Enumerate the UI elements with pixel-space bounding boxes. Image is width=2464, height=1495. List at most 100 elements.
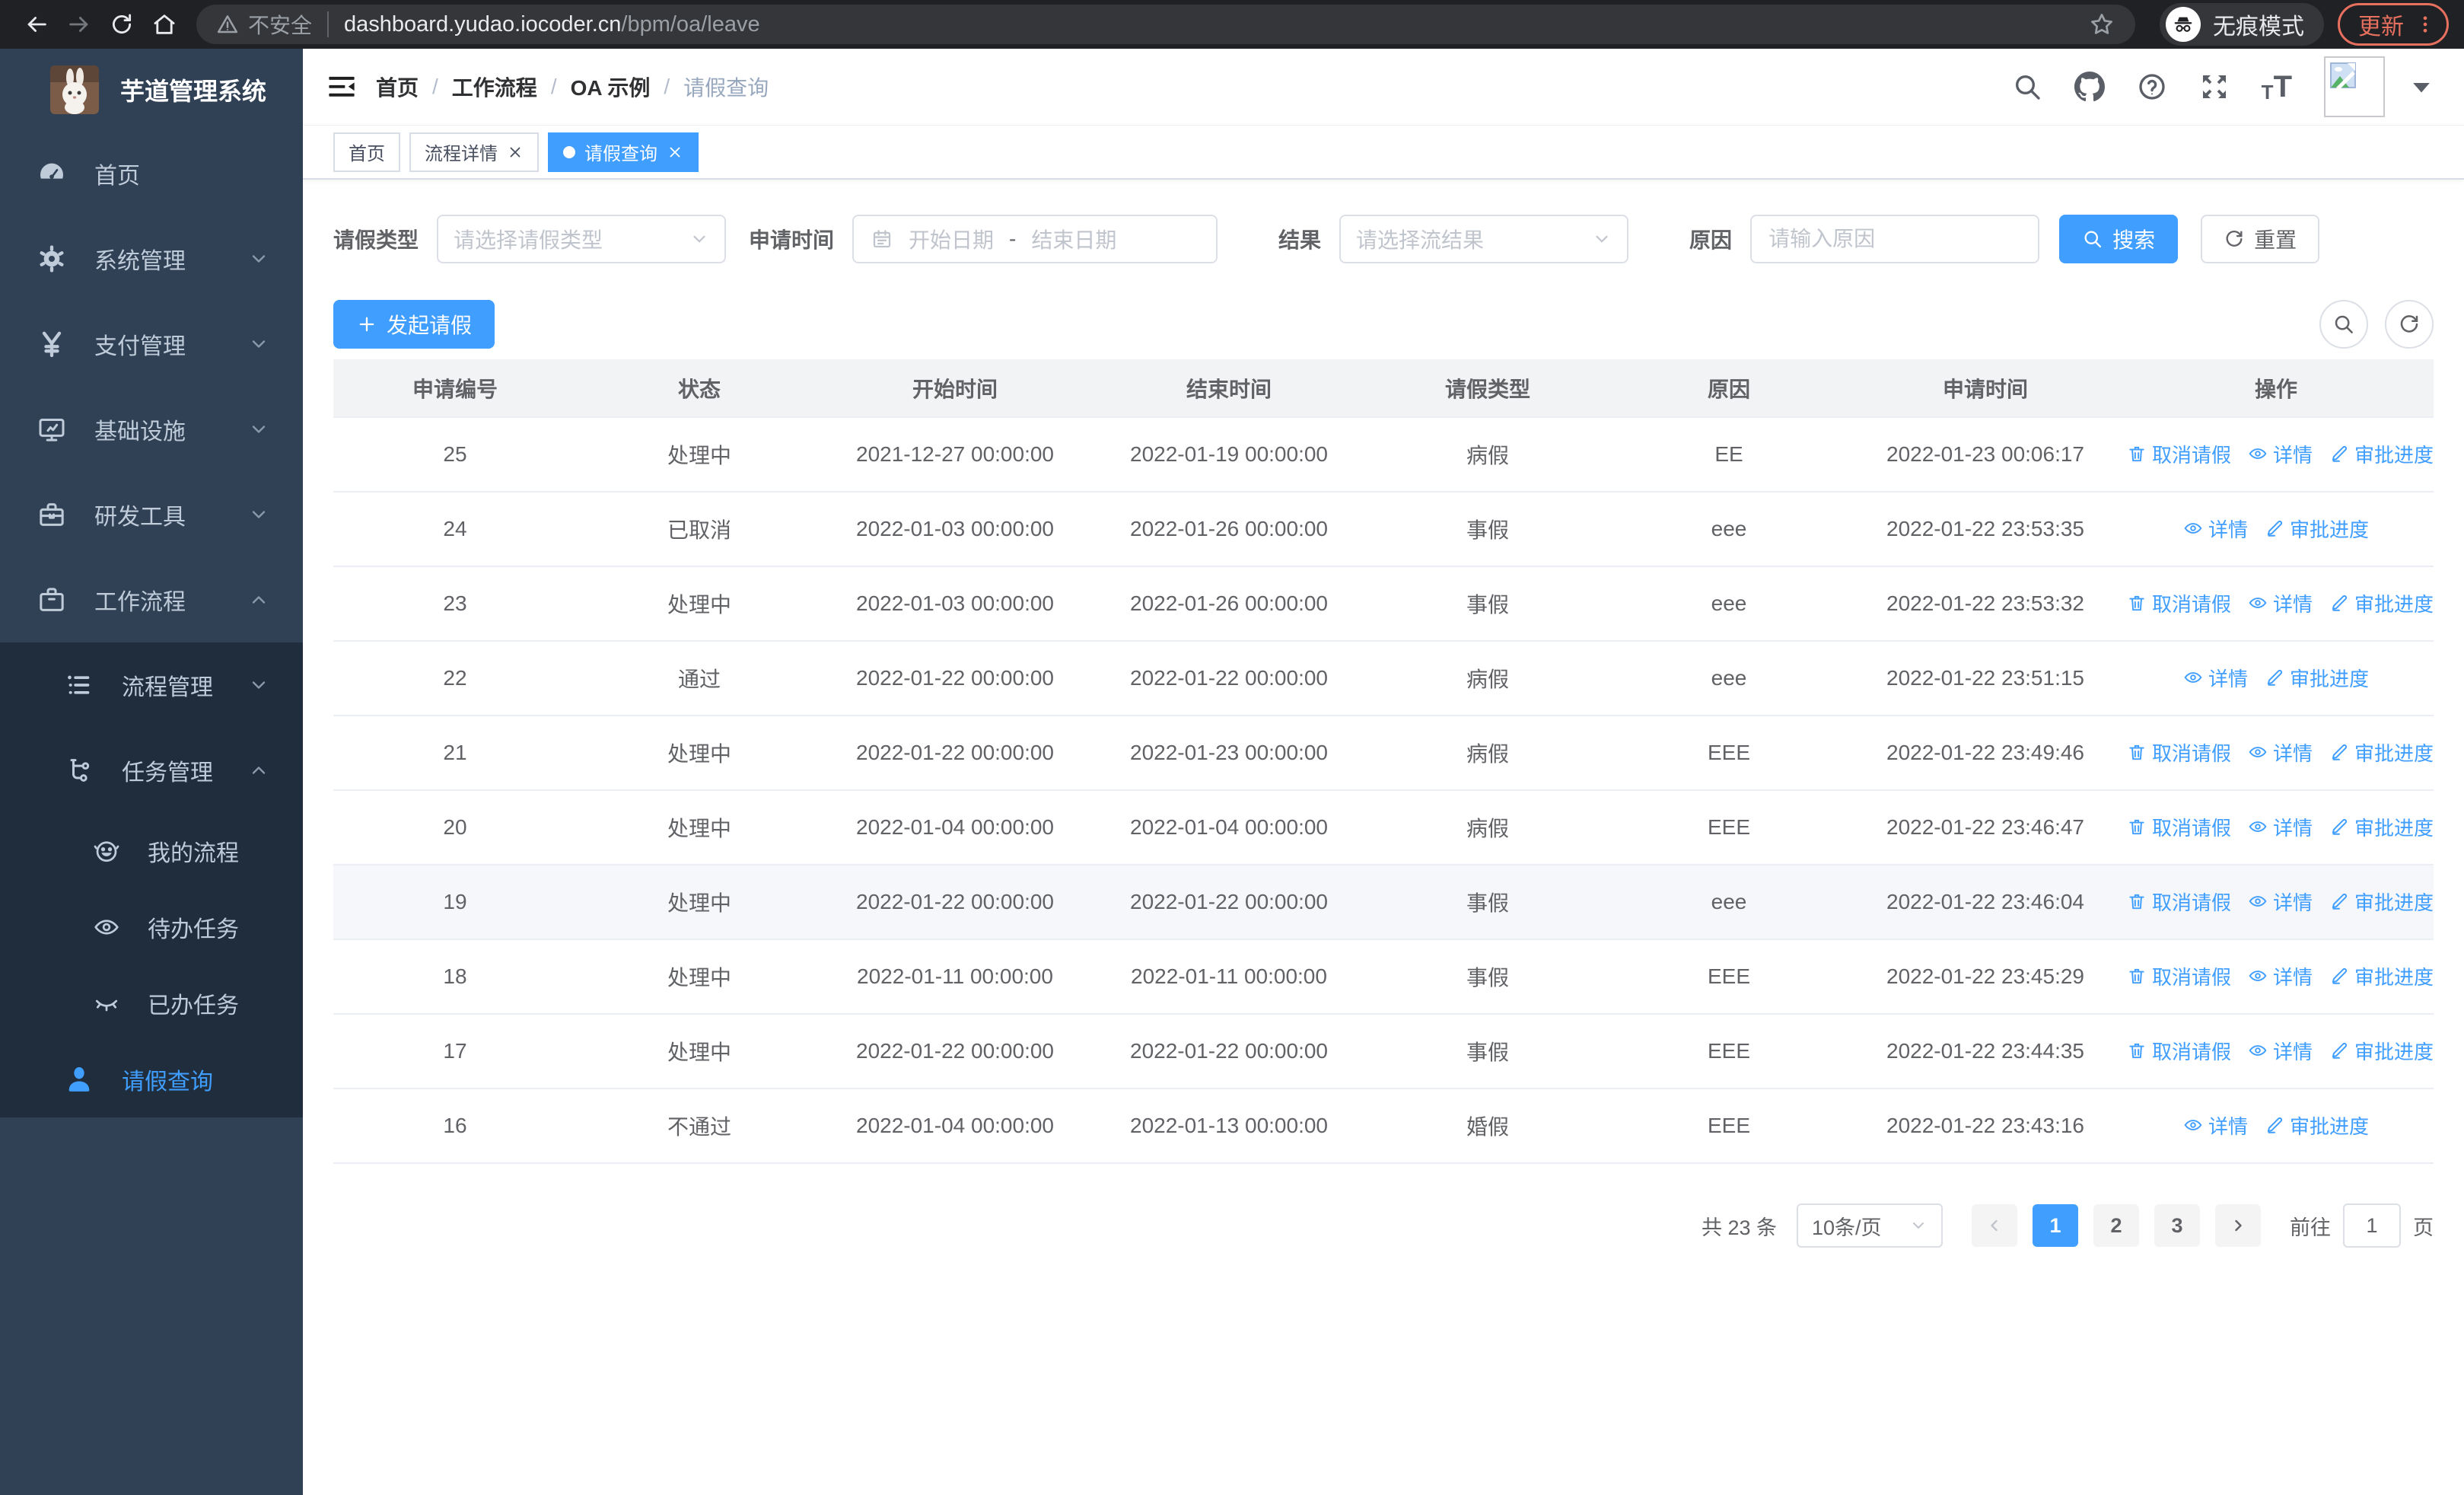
sidebar-collapse-icon[interactable]: [318, 63, 365, 110]
bookmark-star-icon[interactable]: [2088, 11, 2115, 38]
page-1-button[interactable]: 1: [2033, 1204, 2078, 1247]
sidebar-item-infrastructure[interactable]: 基础设施: [0, 387, 303, 472]
action-cancel-link[interactable]: 取消请假: [2127, 738, 2231, 767]
action-cancel-link[interactable]: 取消请假: [2127, 813, 2231, 841]
sidebar-item-process-mgmt[interactable]: 流程管理: [0, 642, 303, 728]
action-cancel-link[interactable]: 取消请假: [2127, 962, 2231, 990]
sidebar-item-payment[interactable]: 支付管理: [0, 301, 303, 387]
show-search-button[interactable]: [2319, 300, 2368, 349]
breadcrumb-item[interactable]: 工作流程: [451, 76, 537, 100]
cell-id: 20: [333, 790, 577, 865]
action-detail-link[interactable]: 详情: [2248, 962, 2313, 990]
action-cancel-link[interactable]: 取消请假: [2127, 1037, 2231, 1065]
action-progress-link[interactable]: 审批进度: [2329, 962, 2434, 990]
action-cancel-link[interactable]: 取消请假: [2127, 888, 2231, 916]
url-bar[interactable]: 不安全 dashboard.yudao.iocoder.cn/bpm/oa/le…: [196, 5, 2135, 44]
action-detail-link[interactable]: 详情: [2183, 515, 2248, 543]
page-size-select[interactable]: 10条/页: [1797, 1203, 1943, 1248]
cell-type: 病假: [1370, 716, 1606, 791]
cell-actions: 取消请假 详情 审批进度: [2119, 1014, 2434, 1089]
action-cancel-link[interactable]: 取消请假: [2127, 589, 2231, 617]
dashboard-icon: [37, 158, 67, 189]
forward-icon[interactable]: [58, 3, 100, 46]
breadcrumb-item[interactable]: OA 示例: [570, 76, 651, 100]
reason-input[interactable]: [1750, 215, 2040, 263]
action-progress-link[interactable]: 审批进度: [2329, 738, 2434, 767]
sidebar-item-task-mgmt[interactable]: 任务管理: [0, 728, 303, 813]
user-avatar[interactable]: [2324, 56, 2385, 117]
search-icon[interactable]: [2012, 72, 2042, 102]
sidebar-item-leave-query[interactable]: 请假查询: [0, 1041, 303, 1117]
cell-reason: EEE: [1606, 790, 1852, 865]
tab-请假查询[interactable]: 请假查询: [548, 132, 699, 172]
breadcrumb-item[interactable]: 首页: [376, 76, 419, 100]
browser-toolbar: 不安全 dashboard.yudao.iocoder.cn/bpm/oa/le…: [0, 0, 2464, 49]
result-select[interactable]: 请选择流结果: [1339, 215, 1629, 263]
table-header-row: 申请编号 状态 开始时间 结束时间 请假类型 原因 申请时间 操作: [333, 359, 2434, 418]
action-progress-link[interactable]: 审批进度: [2265, 515, 2369, 543]
cell-start: 2022-01-22 00:00:00: [822, 865, 1088, 940]
action-cancel-link[interactable]: 取消请假: [2127, 440, 2231, 468]
action-detail-link[interactable]: 详情: [2248, 888, 2313, 916]
home-icon[interactable]: [143, 3, 186, 46]
sidebar-item-system[interactable]: 系统管理: [0, 216, 303, 301]
search-button[interactable]: 搜索: [2059, 215, 2179, 263]
refresh-table-button[interactable]: [2385, 300, 2434, 349]
tab-流程详情[interactable]: 流程详情: [409, 132, 539, 172]
action-progress-link[interactable]: 审批进度: [2329, 888, 2434, 916]
action-detail-link[interactable]: 详情: [2248, 738, 2313, 767]
page-3-button[interactable]: 3: [2154, 1204, 2200, 1247]
chevron-up-icon: [248, 760, 269, 781]
fullscreen-icon[interactable]: [2199, 72, 2230, 102]
action-detail-link[interactable]: 详情: [2248, 440, 2313, 468]
sidebar-item-todo-tasks[interactable]: 待办任务: [0, 889, 303, 965]
caret-down-icon[interactable]: [2406, 72, 2437, 102]
close-icon[interactable]: [667, 144, 683, 161]
url-text[interactable]: dashboard.yudao.iocoder.cn/bpm/oa/leave: [344, 12, 760, 37]
security-label[interactable]: 不安全: [248, 14, 313, 37]
reload-icon[interactable]: [100, 3, 143, 46]
action-detail-link[interactable]: 详情: [2183, 1111, 2248, 1140]
action-detail-link[interactable]: 详情: [2248, 813, 2313, 841]
action-progress-link[interactable]: 审批进度: [2265, 1111, 2369, 1140]
sidebar-item-devtools[interactable]: 研发工具: [0, 472, 303, 557]
table-toolbar: 发起请假: [333, 300, 2434, 349]
action-progress-link[interactable]: 审批进度: [2329, 589, 2434, 617]
breadcrumb-separator: /: [550, 75, 557, 98]
action-detail-link[interactable]: 详情: [2248, 589, 2313, 617]
close-icon[interactable]: [507, 144, 524, 161]
prev-page-button[interactable]: [1972, 1204, 2017, 1247]
update-button[interactable]: 更新: [2338, 3, 2449, 46]
page-2-button[interactable]: 2: [2093, 1204, 2139, 1247]
edit-icon: [2329, 891, 2349, 911]
sidebar-item-workflow[interactable]: 工作流程: [0, 557, 303, 642]
action-progress-link[interactable]: 审批进度: [2329, 440, 2434, 468]
action-label: 取消请假: [2152, 891, 2232, 914]
sidebar-item-done-tasks[interactable]: 已办任务: [0, 965, 303, 1041]
tags-view: 首页 流程详情 请假查询: [303, 125, 2464, 180]
goto-page-input[interactable]: [2343, 1203, 2401, 1248]
sidebar-item-home[interactable]: 首页: [0, 131, 303, 216]
reset-button[interactable]: 重置: [2201, 215, 2320, 263]
leave-type-select[interactable]: 请选择请假类型: [437, 215, 727, 263]
cell-type: 病假: [1370, 790, 1606, 865]
action-progress-link[interactable]: 审批进度: [2329, 1037, 2434, 1065]
create-leave-button[interactable]: 发起请假: [333, 300, 495, 349]
back-icon[interactable]: [15, 3, 58, 46]
action-progress-link[interactable]: 审批进度: [2265, 664, 2369, 692]
github-icon[interactable]: [2074, 72, 2105, 102]
eye-small-icon: [2248, 742, 2268, 762]
help-icon[interactable]: [2137, 72, 2167, 102]
apply-time-range-picker[interactable]: 开始日期 - 结束日期: [852, 215, 1218, 263]
cell-status: 不通过: [577, 1089, 822, 1164]
cell-reason: eee: [1606, 641, 1852, 716]
sidebar-item-my-process[interactable]: 我的流程: [0, 813, 303, 889]
next-page-button[interactable]: [2215, 1204, 2261, 1247]
browser-menu-icon[interactable]: [2415, 14, 2436, 35]
action-progress-link[interactable]: 审批进度: [2329, 813, 2434, 841]
action-detail-link[interactable]: 详情: [2248, 1037, 2313, 1065]
reset-button-label: 重置: [2254, 228, 2297, 252]
tab-首页[interactable]: 首页: [333, 132, 400, 172]
action-detail-link[interactable]: 详情: [2183, 664, 2248, 692]
